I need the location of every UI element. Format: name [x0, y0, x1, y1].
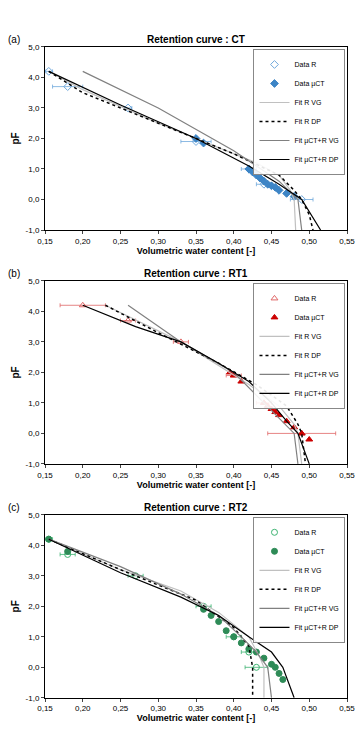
svg-text:1,0: 1,0	[28, 165, 40, 174]
svg-text:3,0: 3,0	[28, 338, 40, 347]
svg-text:Fit µCT+R VG: Fit µCT+R VG	[294, 371, 338, 379]
svg-text:Data µCT: Data µCT	[294, 314, 325, 322]
svg-text:0,50: 0,50	[301, 704, 317, 713]
svg-text:Fit R DP: Fit R DP	[294, 118, 321, 125]
svg-text:5,0: 5,0	[28, 277, 40, 286]
svg-text:(b): (b)	[8, 268, 20, 279]
svg-text:4,0: 4,0	[28, 73, 40, 82]
svg-text:Data µCT: Data µCT	[294, 548, 325, 556]
svg-text:0,55: 0,55	[339, 704, 355, 713]
svg-text:0,35: 0,35	[188, 471, 204, 480]
svg-text:0,50: 0,50	[301, 471, 317, 480]
svg-text:(a): (a)	[8, 34, 20, 45]
svg-text:Data R: Data R	[294, 61, 316, 68]
svg-text:0,20: 0,20	[75, 237, 91, 246]
svg-text:pF: pF	[10, 366, 21, 378]
svg-text:-1,0: -1,0	[26, 694, 40, 703]
svg-text:2,0: 2,0	[28, 134, 40, 143]
svg-text:0,55: 0,55	[339, 237, 355, 246]
svg-text:Fit R DP: Fit R DP	[294, 352, 321, 359]
svg-text:0,0: 0,0	[28, 663, 40, 672]
svg-text:1,0: 1,0	[28, 633, 40, 642]
svg-text:0,45: 0,45	[264, 471, 280, 480]
svg-text:Fit R VG: Fit R VG	[294, 99, 321, 106]
svg-text:0,40: 0,40	[226, 471, 242, 480]
svg-text:Data µCT: Data µCT	[294, 80, 325, 88]
svg-text:5,0: 5,0	[28, 511, 40, 520]
svg-text:0,15: 0,15	[37, 471, 53, 480]
svg-text:0,30: 0,30	[150, 471, 166, 480]
svg-text:Fit µCT+R VG: Fit µCT+R VG	[294, 605, 338, 613]
svg-text:2,0: 2,0	[28, 602, 40, 611]
svg-text:Fit R VG: Fit R VG	[294, 333, 321, 340]
svg-text:Fit µCT+R DP: Fit µCT+R DP	[294, 156, 338, 164]
svg-text:2,0: 2,0	[28, 368, 40, 377]
svg-text:Data R: Data R	[294, 295, 316, 302]
svg-text:-1,0: -1,0	[26, 460, 40, 469]
svg-text:0,40: 0,40	[226, 237, 242, 246]
svg-text:Fit R DP: Fit R DP	[294, 586, 321, 593]
svg-text:pF: pF	[10, 600, 21, 612]
svg-text:0,30: 0,30	[150, 237, 166, 246]
svg-text:Volumetric water content [-]: Volumetric water content [-]	[137, 246, 255, 256]
svg-text:0,35: 0,35	[188, 237, 204, 246]
svg-text:0,25: 0,25	[113, 704, 129, 713]
svg-text:Fit µCT+R VG: Fit µCT+R VG	[294, 137, 338, 145]
svg-text:0,0: 0,0	[28, 195, 40, 204]
svg-text:Volumetric water content [-]: Volumetric water content [-]	[137, 713, 255, 723]
svg-text:0,0: 0,0	[28, 429, 40, 438]
svg-text:Fit µCT+R DP: Fit µCT+R DP	[294, 624, 338, 632]
svg-text:0,45: 0,45	[264, 704, 280, 713]
svg-text:-1,0: -1,0	[26, 226, 40, 235]
svg-text:Data R: Data R	[294, 529, 316, 536]
svg-text:4,0: 4,0	[28, 307, 40, 316]
svg-text:Volumetric water content [-]: Volumetric water content [-]	[137, 480, 255, 490]
svg-text:0,50: 0,50	[301, 237, 317, 246]
svg-text:0,15: 0,15	[37, 237, 53, 246]
svg-text:0,25: 0,25	[113, 237, 129, 246]
svg-text:Retention curve : RT1: Retention curve : RT1	[144, 268, 248, 279]
svg-text:(c): (c)	[8, 502, 20, 513]
svg-text:Fit R VG: Fit R VG	[294, 567, 321, 574]
svg-text:Fit µCT+R DP: Fit µCT+R DP	[294, 390, 338, 398]
svg-text:0,20: 0,20	[75, 704, 91, 713]
svg-text:1,0: 1,0	[28, 399, 40, 408]
svg-text:0,15: 0,15	[37, 704, 53, 713]
svg-text:0,45: 0,45	[264, 237, 280, 246]
svg-text:5,0: 5,0	[28, 43, 40, 52]
svg-text:pF: pF	[10, 132, 21, 144]
svg-text:4,0: 4,0	[28, 541, 40, 550]
svg-text:0,55: 0,55	[339, 471, 355, 480]
svg-text:Retention curve : CT: Retention curve : CT	[147, 34, 245, 45]
svg-text:0,30: 0,30	[150, 704, 166, 713]
svg-text:0,20: 0,20	[75, 471, 91, 480]
svg-text:3,0: 3,0	[28, 104, 40, 113]
svg-text:Retention curve : RT2: Retention curve : RT2	[144, 502, 248, 513]
svg-text:3,0: 3,0	[28, 572, 40, 581]
svg-text:0,25: 0,25	[113, 471, 129, 480]
svg-text:0,40: 0,40	[226, 704, 242, 713]
svg-text:0,35: 0,35	[188, 704, 204, 713]
